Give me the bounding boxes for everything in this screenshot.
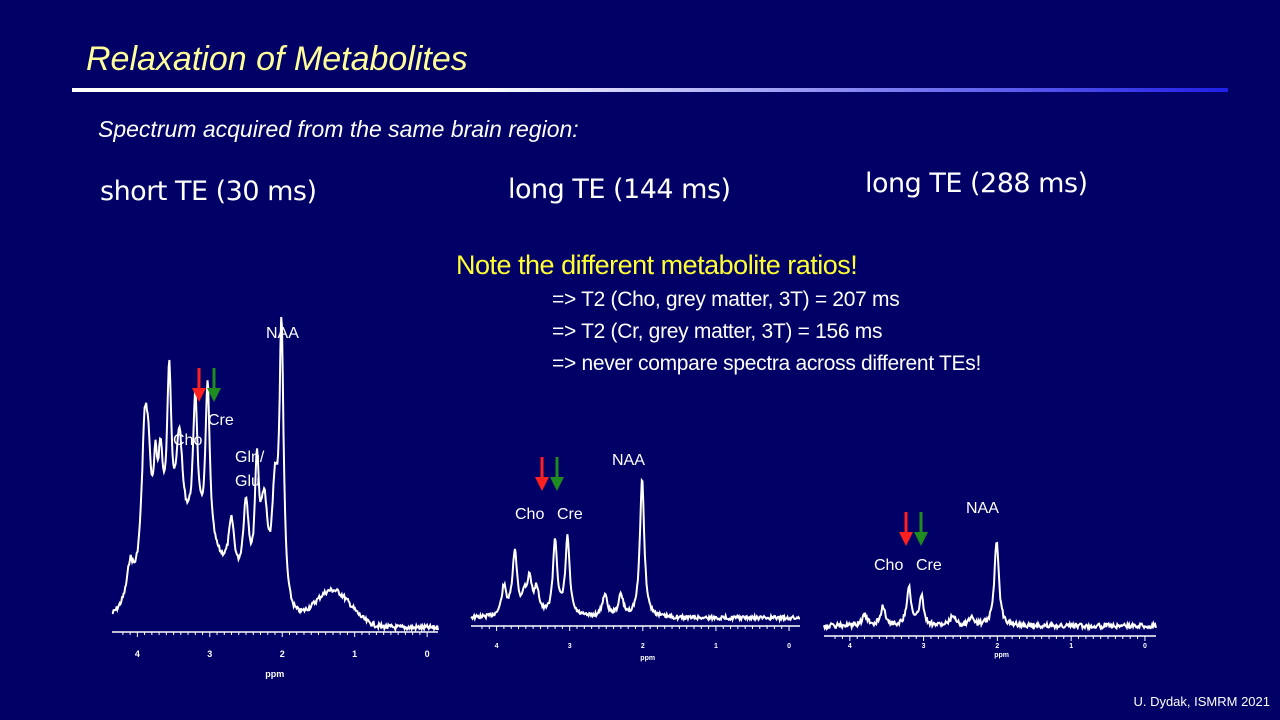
title-underline: [72, 88, 1228, 92]
note-line-cho-t2: => T2 (Cho, grey matter, 3T) = 207 ms: [552, 288, 900, 311]
note-line-cr-t2: => T2 (Cr, grey matter, 3T) = 156 ms: [552, 320, 883, 343]
cho-arrow-icon: [192, 368, 206, 402]
x-tick-label: 2: [280, 649, 285, 659]
x-tick-label: 3: [568, 643, 572, 650]
cho-arrow-icon: [899, 512, 913, 546]
x-tick-label: 4: [848, 643, 852, 650]
x-tick-label: 3: [922, 643, 926, 650]
note-line-warning: => never compare spectra across differen…: [552, 352, 981, 375]
x-tick-label: 0: [425, 649, 430, 659]
peak-label-cho: Cho: [515, 506, 544, 523]
peak-label-cho: Cho: [874, 557, 903, 574]
note-heading: Note the different metabolite ratios!: [456, 250, 858, 280]
x-tick-label: 0: [787, 643, 791, 650]
credit-footer: U. Dydak, ISMRM 2021: [1133, 694, 1270, 709]
cre-arrow-icon: [914, 512, 928, 546]
x-tick-label: 1: [1069, 643, 1073, 650]
x-tick-label: 2: [995, 643, 999, 650]
x-tick-label: 3: [207, 649, 212, 659]
x-tick-label: 1: [352, 649, 357, 659]
x-axis-label: ppm: [265, 669, 284, 679]
spectrum-panel-long-te-144: 4 3 2 1 0 ppm: [470, 477, 801, 662]
spectrum-line-long-te-144: [470, 477, 801, 624]
cho-arrow-icon: [535, 457, 549, 491]
spectrum-line-long-te-288: [823, 541, 1157, 632]
x-tick-label: 4: [495, 643, 499, 650]
x-axis-label: ppm: [640, 655, 655, 662]
x-tick-label: 0: [1143, 643, 1147, 650]
slide-title: Relaxation of Metabolites: [86, 40, 468, 78]
peak-label-naa: NAA: [966, 500, 999, 517]
peak-label-cre: Cre: [208, 412, 234, 429]
spectrum-line-short-te: [111, 316, 439, 634]
x-tick-label: 2: [641, 643, 645, 650]
x-axis-label: ppm: [994, 652, 1009, 659]
peak-label-cre: Cre: [557, 506, 583, 523]
peak-label-cre: Cre: [916, 557, 942, 574]
peak-label-cho: Cho: [173, 432, 202, 449]
x-tick-label: 4: [135, 649, 140, 659]
cre-arrow-icon: [207, 368, 221, 402]
peak-label-glu: Glu: [235, 473, 260, 490]
cre-arrow-icon: [550, 457, 564, 491]
peak-label-naa: NAA: [612, 452, 645, 469]
te-label-long-144: long TE (144 ms): [508, 174, 731, 205]
slide-subtitle: Spectrum acquired from the same brain re…: [98, 116, 579, 142]
te-label-long-288: long TE (288 ms): [865, 168, 1088, 199]
te-label-short: short TE (30 ms): [100, 176, 317, 207]
spectrum-panel-long-te-288: 4 3 2 1 0 ppm: [823, 541, 1157, 659]
peak-label-gln: Gln/: [235, 449, 265, 466]
spectrum-panel-short-te: 4 3 2 1 0 ppm: [111, 316, 439, 679]
x-tick-label: 1: [714, 643, 718, 650]
peak-label-naa: NAA: [266, 325, 299, 342]
